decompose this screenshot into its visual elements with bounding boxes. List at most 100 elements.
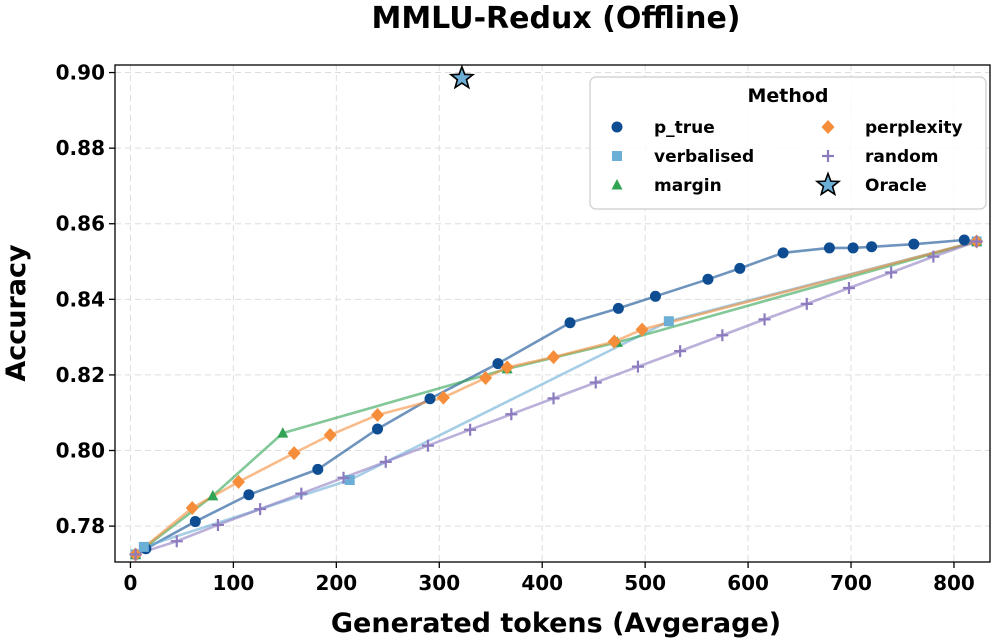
p-true-point [492,358,504,370]
legend: Method p_true verbalised margin perplexity r… [589,76,987,210]
p-true-point [312,463,324,475]
x-tick-label: 700 [830,571,872,595]
legend-item-random: random [822,147,939,167]
p-true-point [424,393,436,405]
legend-verbalised-marker [612,151,622,161]
random-point [589,376,602,389]
p-true-point [847,242,859,254]
legend-items: p_true verbalised margin perplexity random Or… [611,118,963,197]
p-true-point [908,238,920,250]
legend-perplexity-marker [821,120,835,134]
perplexity-point [436,390,450,405]
perplexity-point [607,334,621,349]
y-axis-ticks: 0.78 0.80 0.82 0.84 0.86 0.88 0.90 [56,61,115,538]
legend-oracle-label: Oracle [865,176,927,196]
p-true-point [866,241,878,253]
legend-margin-label: margin [654,176,722,196]
p-true-point [777,247,789,259]
y-axis-label: Accuracy [1,244,32,382]
random-point [337,471,350,484]
margin-point [277,427,289,438]
x-tick-label: 400 [521,571,563,595]
y-tick-label: 0.86 [56,212,105,236]
verbalised-point [663,316,674,327]
margin-point [207,489,219,501]
perplexity-point [371,407,384,422]
random-point [842,281,855,294]
margin-line [134,240,977,556]
random-point [170,535,183,548]
legend-p-true-label: p_true [654,118,715,138]
random-point [758,313,771,326]
x-tick-label: 300 [418,571,460,595]
p-true-point [372,423,383,435]
x-tick-label: 0 [123,571,137,595]
x-axis-label: Generated tokens (Avgerage) [331,608,781,639]
perplexity-point [479,370,493,385]
verbalised-point [138,541,149,552]
perplexity-point [547,350,561,365]
legend-title: Method [747,85,828,107]
random-point [295,487,308,500]
random-point [421,439,434,452]
random-point [379,455,392,468]
verbalised-point [344,474,355,485]
y-tick-label: 0.80 [56,439,105,463]
legend-p-true-marker [611,121,623,133]
random-point [505,408,518,421]
p-true-point [612,302,624,314]
legend-margin-marker [611,179,623,190]
p-true-point [243,489,255,501]
legend-item-p-true: p_true [611,118,715,138]
oracle-point [448,64,476,90]
p-true-point [823,242,835,254]
random-point [927,250,940,263]
legend-random-marker [822,150,834,162]
legend-oracle-marker [814,171,842,197]
random-point [631,360,644,373]
legend-box [589,76,987,210]
series-markers [129,64,984,562]
legend-item-margin: margin [611,176,722,196]
perplexity-point [232,474,246,489]
perplexity-point [287,446,301,461]
perplexity-point [323,428,337,443]
legend-item-verbalised: verbalised [612,147,754,167]
random-point [211,518,224,531]
x-tick-label: 100 [213,571,255,595]
x-tick-label: 500 [624,571,666,595]
random-point [885,266,898,279]
perplexity-point [185,500,199,515]
x-tick-label: 600 [727,571,769,595]
y-tick-label: 0.82 [56,363,105,387]
x-axis-ticks: 0 100 200 300 400 500 600 700 800 [123,562,975,595]
y-tick-label: 0.88 [56,136,105,160]
p-true-point [189,516,201,528]
legend-item-perplexity: perplexity [821,118,963,138]
random-point [970,235,983,248]
legend-perplexity-label: perplexity [865,118,963,138]
p-true-point [734,262,746,274]
random-point [547,392,560,405]
y-tick-label: 0.78 [56,514,105,538]
legend-item-oracle: Oracle [814,171,927,197]
random-point [464,423,477,436]
p-true-point [958,234,970,246]
perplexity-point [635,322,649,337]
y-tick-label: 0.84 [56,287,105,311]
p-true-point [702,273,714,285]
random-point [674,345,687,358]
legend-verbalised-label: verbalised [654,147,754,167]
x-tick-label: 200 [315,571,357,595]
x-tick-label: 800 [933,571,975,595]
perplexity-point [500,360,514,375]
legend-random-label: random [865,147,939,167]
p-true-point [649,290,661,302]
y-tick-label: 0.90 [56,61,105,85]
chart-title: MMLU-Redux (Offline) [371,1,740,36]
random-point [716,329,729,342]
random-point [129,548,142,561]
plot-frame [114,64,991,563]
random-point [254,503,267,516]
